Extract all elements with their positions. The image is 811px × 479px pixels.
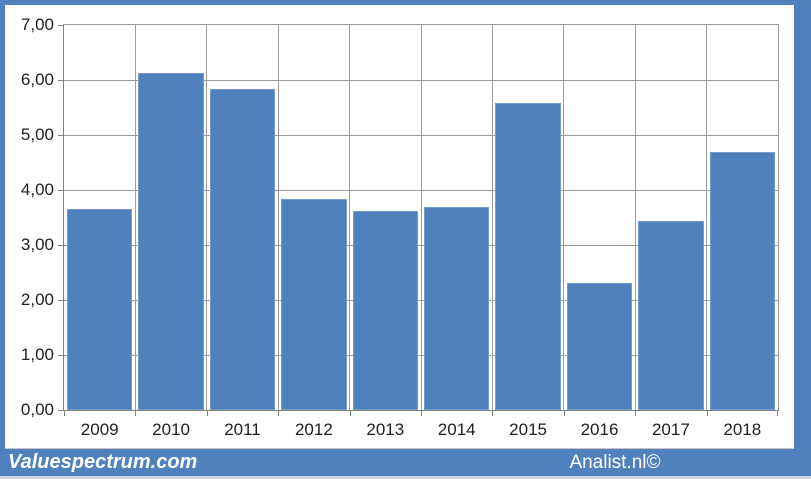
- x-axis-tick: [206, 410, 208, 416]
- gridline-vertical: [206, 25, 208, 410]
- x-axis-tick: [777, 410, 778, 416]
- x-axis-label-2010: 2010: [152, 420, 190, 439]
- x-axis-label-2018: 2018: [723, 420, 762, 439]
- y-axis-tick-label: 7,00: [20, 15, 54, 34]
- x-axis-tick: [563, 410, 565, 416]
- x-axis-tick: [135, 410, 137, 416]
- y-axis-tick: [58, 24, 64, 26]
- footer-bar: Valuespectrum.com Analist.nl©: [0, 449, 811, 476]
- x-axis-tick: [278, 410, 280, 416]
- valuespectrum-brand-text: Valuespectrum.com: [8, 451, 198, 473]
- x-axis-label-2009: 2009: [80, 420, 119, 439]
- y-axis-tick-label: 1,00: [20, 345, 54, 364]
- y-axis-tick-label: 6,00: [20, 70, 54, 89]
- y-axis-tick: [58, 299, 64, 301]
- y-axis-tick: [58, 79, 64, 81]
- x-axis-tick: [635, 410, 637, 416]
- y-axis-tick: [58, 189, 64, 191]
- x-axis-tick: [64, 410, 65, 416]
- plot-area: 0,00 1,00 2,00 3,00 4,00 5,00 6,00 7,00 2009 2010…: [21, 15, 779, 439]
- gridline-vertical: [563, 25, 565, 410]
- y-axis-tick: [58, 134, 64, 136]
- y-axis-tick-label: 2,00: [20, 290, 54, 309]
- y-axis-tick: [58, 244, 64, 246]
- bar-2009: [66, 209, 133, 410]
- x-axis-label-2016: 2016: [580, 420, 619, 439]
- bar-2016: [566, 282, 633, 410]
- bar-2018: [709, 151, 776, 410]
- x-axis-label-2012: 2012: [294, 420, 333, 439]
- x-axis-label-2014: 2014: [437, 420, 476, 439]
- x-axis-tick: [349, 410, 351, 416]
- y-axis-tick-label: 5,00: [20, 125, 54, 144]
- gridline-vertical: [420, 25, 422, 410]
- x-axis-label-2017: 2017: [651, 420, 690, 439]
- gridline-vertical: [491, 25, 493, 410]
- y-axis-tick-label: 3,00: [20, 235, 54, 254]
- bar-2015: [495, 102, 561, 410]
- x-axis-label-2011: 2011: [224, 420, 261, 439]
- gridline-vertical: [349, 25, 351, 410]
- gridline-vertical: [277, 25, 279, 410]
- x-axis-label-2015: 2015: [509, 420, 547, 439]
- y-axis-tick: [58, 409, 64, 411]
- gridline-vertical: [134, 25, 136, 410]
- bar-2010: [138, 73, 204, 410]
- analist-credit-text: Analist.nl©: [569, 452, 661, 473]
- y-axis-tick-label: 4,00: [20, 180, 54, 199]
- gridline-vertical: [634, 25, 636, 410]
- x-axis-tick: [706, 410, 708, 416]
- y-axis-tick: [58, 354, 64, 356]
- bar-2013: [352, 210, 419, 410]
- bar-2014: [423, 206, 490, 410]
- x-axis-tick: [492, 410, 494, 416]
- x-axis-label-2013: 2013: [366, 420, 405, 439]
- gridline-vertical: [706, 25, 708, 410]
- y-axis-tick-label: 0,00: [20, 400, 54, 419]
- bar-2011: [209, 88, 276, 410]
- bar-2017: [638, 221, 704, 410]
- bar-2012: [281, 199, 347, 410]
- x-axis-tick: [421, 410, 422, 416]
- chart-canvas: 0,00 1,00 2,00 3,00 4,00 5,00 6,00 7,00 2009 2010…: [5, 5, 794, 449]
